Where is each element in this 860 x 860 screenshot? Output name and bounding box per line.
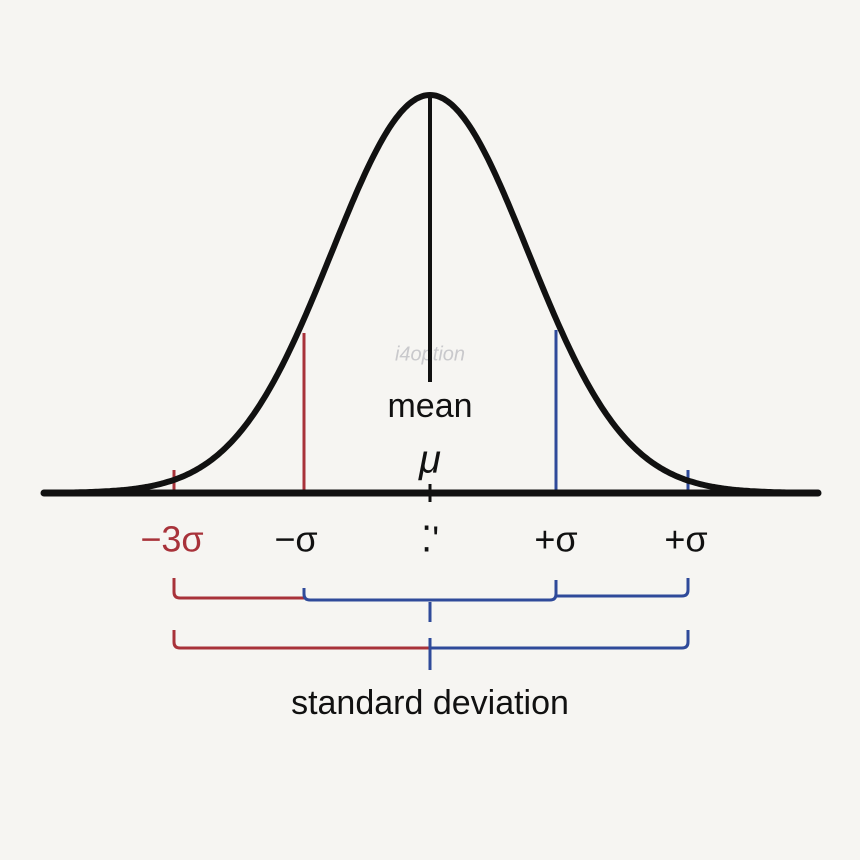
tick-label: −σ	[274, 519, 317, 560]
bracket-blue-upper-right	[556, 578, 690, 598]
tick-label: +σ	[534, 519, 577, 560]
bracket-blue-upper	[302, 580, 558, 602]
tick-label: −3σ	[140, 519, 203, 560]
tick-label: +σ	[664, 519, 707, 560]
bracket-red-upper	[172, 578, 304, 600]
bracket-red-lower	[172, 630, 430, 650]
caption: standard deviation	[291, 684, 569, 722]
mu-label: μ	[418, 438, 441, 482]
tick-label: ⁚'	[421, 519, 439, 560]
bracket-blue-lower	[430, 630, 690, 650]
bell-curve	[41, 91, 821, 496]
mean-label: mean	[387, 387, 472, 425]
brackets	[172, 578, 690, 670]
